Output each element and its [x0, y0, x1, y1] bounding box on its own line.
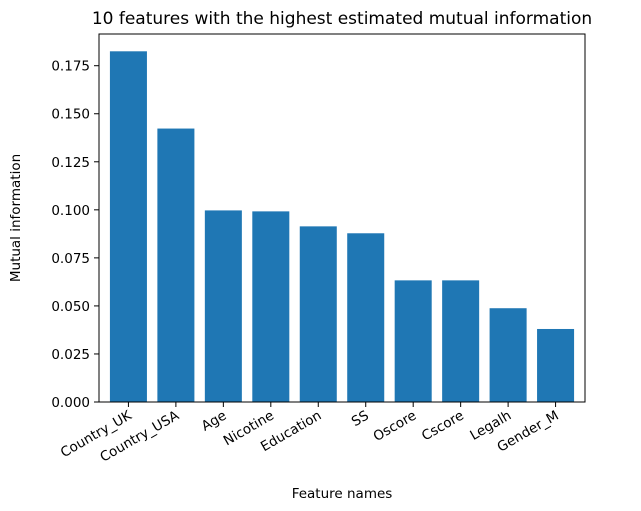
- bar-country-usa: [157, 128, 195, 403]
- y-tick-label: 0.075: [51, 251, 90, 267]
- y-axis: 0.000 0.025 0.050 0.075 0.100 0.125 0.150 0.175: [51, 59, 99, 411]
- x-tick-label: SS: [349, 408, 372, 430]
- y-tick-label: 0.175: [51, 59, 90, 75]
- x-tick-label: Cscore: [419, 408, 467, 445]
- bar-education: [299, 226, 337, 402]
- bar-gender-m: [537, 328, 575, 402]
- bar-country-uk: [109, 51, 147, 403]
- x-axis-label: Feature names: [292, 486, 393, 502]
- bar-nicotine: [252, 211, 290, 402]
- chart-title: 10 features with the highest estimated m…: [92, 9, 592, 29]
- y-tick-label: 0.000: [51, 395, 90, 411]
- x-tick-label: Age: [199, 408, 230, 435]
- bars-group: [109, 51, 575, 403]
- plot-frame: [98, 33, 586, 403]
- bar-ss: [347, 233, 385, 402]
- y-tick-label: 0.050: [51, 299, 90, 315]
- y-tick-label: 0.025: [51, 347, 90, 363]
- y-tick-label: 0.100: [51, 203, 90, 219]
- y-tick-label: 0.150: [51, 107, 90, 123]
- bar-cscore: [442, 280, 480, 402]
- y-axis-label: Mutual information: [8, 154, 24, 282]
- bar-legalh: [489, 308, 527, 402]
- y-tick-label: 0.125: [51, 155, 90, 171]
- bar-age: [204, 210, 242, 402]
- x-tick-label: Oscore: [371, 408, 420, 445]
- bar-oscore: [394, 280, 432, 402]
